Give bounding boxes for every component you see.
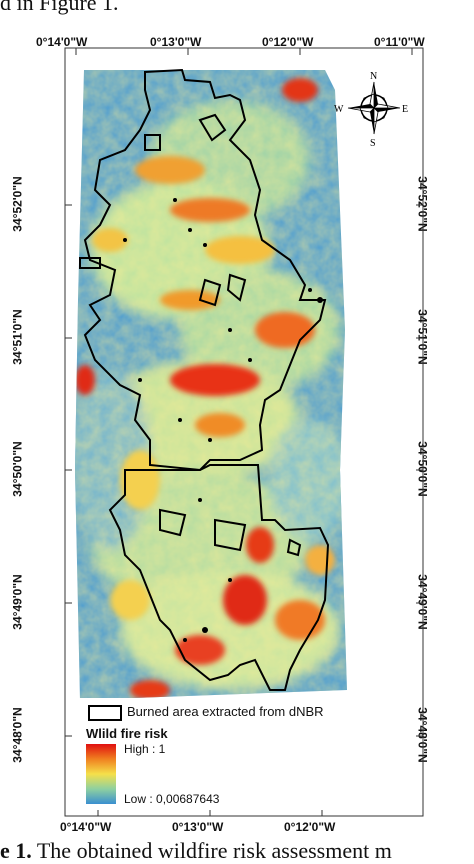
top-lon-label: 0°11'0"W xyxy=(374,35,425,49)
legend-burned-row: Burned area extracted from dNBR xyxy=(88,704,324,721)
compass-n: N xyxy=(370,71,377,82)
figure-caption-text: The obtained wildfire risk assessment m xyxy=(31,838,392,863)
top-lon-label: 0°12'0"W xyxy=(262,35,314,49)
burned-area-swatch xyxy=(88,704,122,721)
figure-caption: e 1. The obtained wildfire risk assessme… xyxy=(0,838,392,864)
figure-reference-text: d in Figure 1. xyxy=(0,0,119,15)
risk-color-ramp xyxy=(86,744,116,804)
graticule-ticks xyxy=(65,48,423,816)
legend-title: Wlild fire risk xyxy=(86,726,168,741)
legend: Burned area extracted from dNBR Wlild fi… xyxy=(78,698,339,810)
top-lon-label: 0°13'0"W xyxy=(150,35,202,49)
legend-burned-label: Burned area extracted from dNBR xyxy=(127,704,324,719)
compass-s: S xyxy=(370,138,376,149)
risk-raster xyxy=(75,70,347,700)
bottom-lon-label: 0°14'0"W xyxy=(60,820,112,834)
legend-high-label: High : 1 xyxy=(124,742,166,756)
compass-e: E xyxy=(402,104,408,115)
compass-w: W xyxy=(334,104,344,115)
bottom-lon-label: 0°13'0"W xyxy=(172,820,224,834)
figure-caption-number: e 1. xyxy=(0,838,32,863)
top-lon-label: 0°14'0"W xyxy=(36,35,88,49)
map-frame xyxy=(64,47,424,817)
compass-rose xyxy=(347,81,401,135)
burned-speckles xyxy=(123,198,323,642)
legend-low-label: Low : 0,00687643 xyxy=(124,792,220,806)
bottom-lon-label: 0°12'0"W xyxy=(284,820,336,834)
burned-area-outline xyxy=(79,68,330,691)
